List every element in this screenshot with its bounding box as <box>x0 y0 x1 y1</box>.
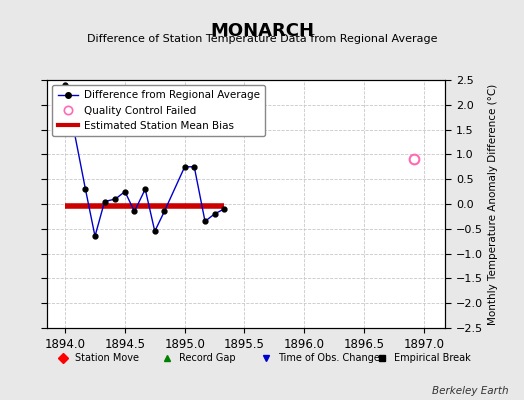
Text: Empirical Break: Empirical Break <box>394 353 471 363</box>
Text: Time of Obs. Change: Time of Obs. Change <box>278 353 380 363</box>
Text: Berkeley Earth: Berkeley Earth <box>432 386 508 396</box>
Text: Station Move: Station Move <box>75 353 139 363</box>
Legend: Difference from Regional Average, Quality Control Failed, Estimated Station Mean: Difference from Regional Average, Qualit… <box>52 85 265 136</box>
Text: MONARCH: MONARCH <box>210 22 314 40</box>
Text: Record Gap: Record Gap <box>179 353 235 363</box>
Text: Difference of Station Temperature Data from Regional Average: Difference of Station Temperature Data f… <box>87 34 437 44</box>
Y-axis label: Monthly Temperature Anomaly Difference (°C): Monthly Temperature Anomaly Difference (… <box>488 83 498 325</box>
